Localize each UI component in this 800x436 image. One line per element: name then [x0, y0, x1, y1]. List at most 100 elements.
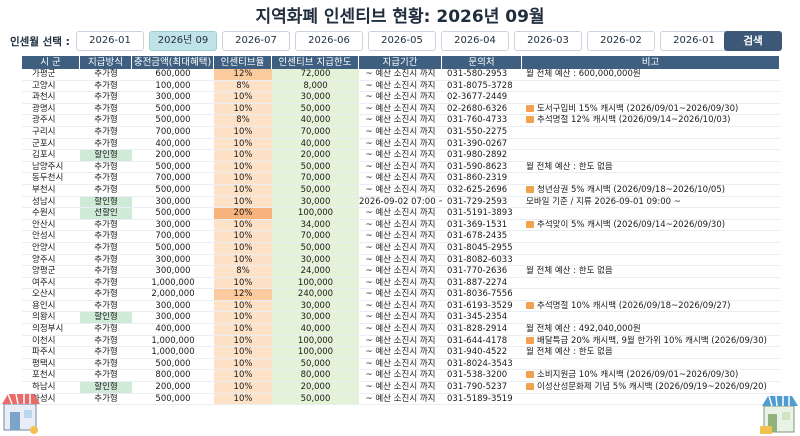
city-cell: 광주시	[22, 115, 80, 126]
amount-cell: 300,000	[155, 92, 191, 103]
city-cell: 이천시	[22, 336, 80, 347]
contact-cell: 031-8036-7556	[447, 289, 513, 300]
note-cell	[522, 92, 780, 103]
promo-icon	[526, 383, 534, 391]
table-header: 시 군 지급방식 충전금액(최대혜택) 인센티브율 인센티브 지급한도 지급기간…	[22, 56, 780, 69]
city-cell: 김포시	[22, 150, 80, 161]
limit-cell: 24,000	[272, 266, 359, 277]
month-option[interactable]: 2026-01	[76, 31, 144, 51]
note-cell	[522, 289, 780, 300]
method-cell: 추가형	[94, 126, 118, 137]
note-cell: 월 전체 예산 : 한도 없음	[526, 347, 613, 358]
method-cell: 할인형	[80, 196, 132, 208]
note-cell: 월 전체 예산 : 600,000,000원	[526, 69, 641, 79]
method-cell: 할인형	[80, 382, 132, 393]
method-cell: 추가형	[94, 69, 118, 79]
contact-cell: 031-828-2914	[447, 324, 508, 335]
limit-cell: 50,000	[272, 184, 359, 196]
rate-cell: 10%	[214, 335, 272, 347]
note-cell	[522, 81, 780, 92]
method-cell: 할인형	[80, 312, 132, 324]
rate-cell: 8%	[214, 80, 272, 92]
limit-cell: 50,000	[272, 103, 359, 115]
limit-cell: 30,000	[272, 300, 359, 312]
month-option[interactable]: 2026-01	[660, 31, 728, 51]
amount-cell: 300,000	[155, 254, 191, 265]
method-cell: 추가형	[94, 173, 118, 184]
amount-cell: 500,000	[155, 393, 191, 404]
city-cell: 고양시	[22, 81, 80, 92]
month-option[interactable]: 2026-05	[368, 31, 436, 51]
shop-illustration-left	[2, 393, 40, 434]
note-cell	[522, 278, 780, 289]
city-name: 포천시	[32, 370, 56, 381]
limit-cell: 50,000	[272, 242, 359, 254]
month-option[interactable]: 2026-06	[295, 31, 363, 51]
page-title: 지역화폐 인센티브 현황: 2026년 09월	[255, 7, 545, 27]
rate-cell: 10%	[214, 126, 272, 138]
limit-cell: 100,000	[272, 277, 359, 289]
limit-cell: 30,000	[272, 312, 359, 324]
city-name: 과천시	[32, 92, 56, 103]
city-name: 가평군	[32, 69, 56, 79]
city-cell: 수원시	[22, 208, 80, 219]
period-cell: ~ 예산 소진시 까지	[365, 92, 436, 103]
search-button[interactable]: 검색	[724, 31, 782, 51]
period-cell: ~ 예산 소진시 까지	[365, 335, 436, 346]
amount-cell: 700,000	[155, 231, 191, 242]
rate-cell: 20%	[214, 208, 272, 219]
city-cell: 구리시	[22, 127, 80, 138]
city-cell: 의정부시	[22, 324, 80, 335]
month-option[interactable]: 2026-03	[514, 31, 582, 51]
city-name: 동두천시	[32, 173, 64, 184]
rate-cell: 10%	[214, 150, 272, 161]
city-name: 안성시	[32, 231, 56, 242]
limit-cell: 40,000	[272, 115, 359, 126]
note-cell: 모바일 기준 / 지류 2026-09-01 09:00 ~	[526, 196, 681, 207]
city-name: 군포시	[32, 138, 56, 149]
limit-cell: 8,000	[272, 80, 359, 92]
month-option[interactable]: 2026년 09	[149, 31, 217, 51]
contact-cell: 031-8045-2955	[447, 242, 513, 253]
table-row: 동두천시 추가형 700,000 10% 70,000 ~ 예산 소진시 까지 031-86…	[22, 173, 780, 185]
table-row: 김포시 할인형 200,000 10% 20,000 ~ 예산 소진시 까지 031-980…	[22, 150, 780, 162]
limit-cell: 30,000	[272, 92, 359, 103]
method-cell: 추가형	[94, 242, 118, 253]
method-cell: 추가형	[94, 335, 118, 346]
rate-cell: 10%	[214, 92, 272, 103]
method-cell: 추가형	[94, 254, 118, 265]
header-amount: 충전금액(최대혜택)	[132, 56, 214, 69]
note-cell: 소비지원금 10% 캐시백 (2026/09/01~2026/09/30)	[522, 370, 780, 381]
amount-cell: 300,000	[155, 219, 191, 230]
rate-cell: 10%	[214, 370, 272, 382]
period-cell: ~ 예산 소진시 까지	[365, 324, 436, 335]
method-cell: 추가형	[94, 161, 118, 172]
method-cell: 추가형	[94, 266, 118, 277]
period-cell: ~ 예산 소진시 까지	[365, 231, 436, 242]
method-cell: 추가형	[94, 231, 118, 242]
city-name: 고양시	[32, 80, 56, 91]
limit-cell: 50,000	[272, 161, 359, 173]
contact-cell: 031-5191-3893	[447, 208, 513, 219]
month-option[interactable]: 2026-04	[441, 31, 509, 51]
city-name: 부천시	[32, 184, 56, 195]
city-name: 안산시	[32, 219, 56, 230]
contact-cell: 031-8082-6033	[447, 254, 513, 265]
city-name: 김포시	[32, 150, 56, 161]
period-cell: ~ 예산 소진시 까지	[365, 266, 436, 277]
table-row: 고양시 추가형 100,000 8% 8,000 ~ 예산 소진시 까지 031-8075-…	[22, 80, 780, 93]
amount-cell: 700,000	[155, 126, 191, 137]
city-cell: 파주시	[22, 347, 80, 358]
limit-cell: 50,000	[272, 358, 359, 370]
contact-cell: 031-5189-3519	[447, 393, 513, 404]
table-row: 군포시 추가형 400,000 10% 40,000 ~ 예산 소진시 까지 031-390…	[22, 138, 780, 151]
table-row: 평택시 추가형 500,000 10% 50,000 ~ 예산 소진시 까지 031-802…	[22, 358, 780, 371]
incentive-table: 시 군 지급방식 충전금액(최대혜택) 인센티브율 인센티브 지급한도 지급기간…	[22, 56, 780, 406]
month-option[interactable]: 2026-02	[587, 31, 655, 51]
table-row: 광주시 추가형 500,000 8% 40,000 ~ 예산 소진시 까지 031-760-…	[22, 115, 780, 127]
month-option[interactable]: 2026-07	[222, 31, 290, 51]
contact-cell: 031-538-3200	[447, 370, 508, 381]
city-name: 의정부시	[32, 324, 64, 335]
city-cell: 양평군	[22, 266, 80, 277]
period-cell: 2026-09-02 07:00 ~	[359, 196, 442, 207]
